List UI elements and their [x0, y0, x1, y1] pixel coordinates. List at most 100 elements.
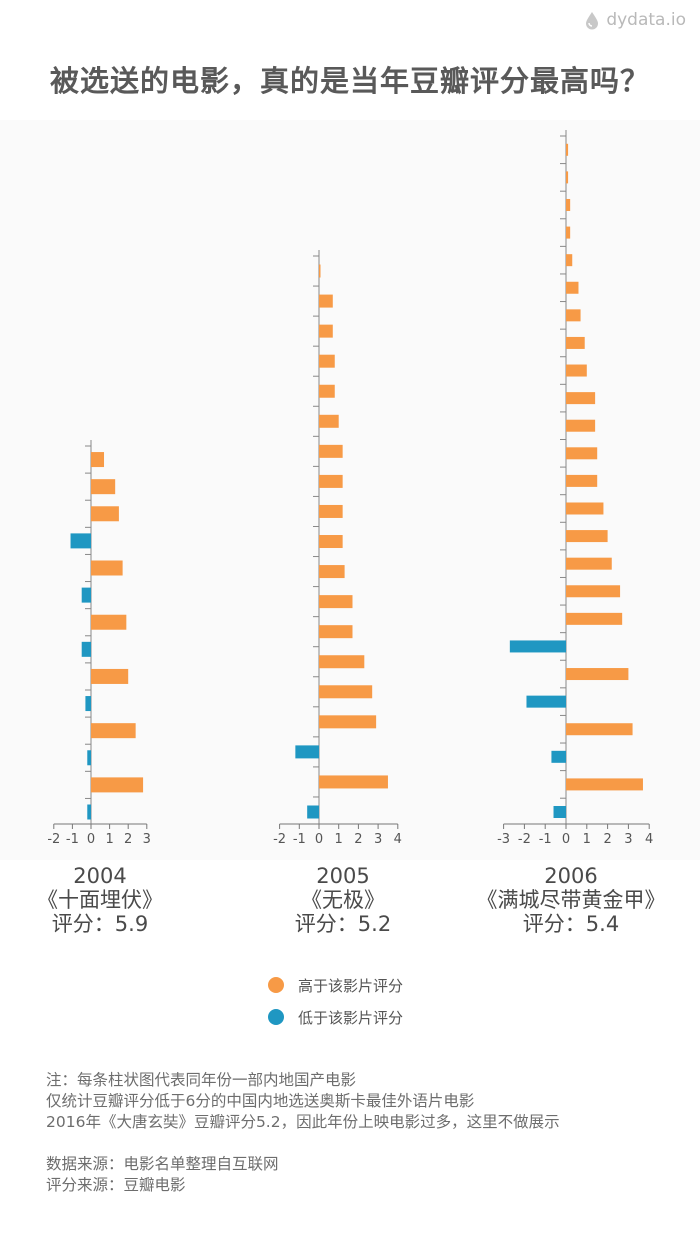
bar-above: [566, 336, 585, 349]
caption-score: 评分：5.2: [294, 912, 392, 936]
bar-above: [91, 506, 119, 522]
caption-film: 《十面埋伏》: [37, 888, 163, 912]
bar-above: [566, 281, 579, 294]
source-line: 评分来源：豆瓣电影: [46, 1176, 186, 1194]
bar-above: [566, 474, 598, 487]
chart-caption-2004: 2004 《十面埋伏》 评分：5.9: [0, 864, 200, 936]
caption-score: 评分：5.4: [522, 912, 620, 936]
bar-below: [307, 805, 319, 819]
bar-below: [509, 640, 566, 653]
bar-below: [295, 745, 319, 759]
caption-film: 《满城尽带黄金甲》: [476, 888, 666, 912]
note-line: 仅统计豆瓣评分低于6分的中国内地选送奥斯卡最佳外语片电影: [46, 1092, 475, 1110]
bar-above: [319, 384, 335, 398]
bar-above: [566, 668, 629, 681]
bar-above: [91, 723, 136, 739]
x-tick-label: 2: [603, 832, 611, 847]
x-tick-label: 4: [645, 832, 653, 847]
legend-swatch-below: [268, 1009, 284, 1025]
bar-below: [526, 695, 566, 708]
droplet-icon: [586, 12, 599, 30]
legend-label: 高于该影片评分: [298, 976, 404, 995]
x-tick-label: 1: [335, 832, 343, 847]
legend-label: 低于该影片评分: [298, 1008, 404, 1027]
bar-above: [319, 354, 335, 368]
chart-svg: -2 -1 0 1 2 3 -2 -1 0 1 2 3 4 -3 -2 -1 0 1 2 3 4: [47, 130, 653, 847]
bar-above: [566, 557, 612, 570]
bar-above: [91, 479, 116, 495]
x-tick-label: 3: [374, 832, 382, 847]
sources: 数据来源：电影名单整理自互联网 评分来源：豆瓣电影: [46, 1154, 279, 1196]
bar-above: [566, 364, 587, 377]
bar-above: [91, 452, 105, 468]
bar-above: [566, 585, 621, 598]
bar-below: [81, 587, 91, 603]
bar-above: [319, 324, 333, 338]
bar-above: [566, 309, 581, 322]
x-tick-label: 1: [583, 832, 591, 847]
bar-above: [566, 447, 598, 460]
caption-film: 《无极》: [301, 888, 385, 912]
legend-item-below: 低于该影片评分: [268, 1007, 403, 1027]
bar-above: [566, 530, 608, 543]
x-tick-label: 0: [315, 832, 323, 847]
bar-above: [566, 778, 643, 791]
bar-below: [551, 750, 566, 763]
bar-below: [87, 804, 91, 820]
x-tick-label: -2: [273, 832, 286, 847]
bar-above: [319, 715, 377, 729]
bar-above: [319, 264, 321, 278]
note-line: 注：每条柱状图代表同年份一部内地国产电影: [46, 1071, 357, 1089]
bar-above: [91, 560, 123, 576]
brand-logo: dydata.io: [582, 10, 686, 30]
x-tick-label: -1: [539, 832, 552, 847]
bar-above: [319, 474, 343, 488]
bar-below: [87, 750, 91, 766]
bar-above: [566, 171, 569, 184]
bar-above: [319, 504, 343, 518]
notes: 注：每条柱状图代表同年份一部内地国产电影 仅统计豆瓣评分低于6分的中国内地选送奥…: [46, 1070, 560, 1133]
bar-above: [566, 254, 573, 267]
legend-swatch-above: [268, 977, 284, 993]
x-tick-label: 0: [562, 832, 570, 847]
caption-year: 2004: [73, 864, 127, 888]
bar-below: [553, 806, 566, 818]
x-tick-label: 3: [143, 832, 151, 847]
bar-below: [81, 641, 91, 657]
bar-above: [319, 444, 343, 458]
bar-above: [319, 595, 353, 609]
bar-above: [566, 392, 596, 405]
legend-item-above: 高于该影片评分: [268, 975, 403, 995]
x-tick-label: -2: [518, 832, 531, 847]
bar-above: [566, 198, 571, 211]
bar-above: [566, 612, 623, 625]
caption-year: 2005: [316, 864, 370, 888]
brand-text: dydata.io: [606, 10, 686, 30]
bar-below: [70, 533, 91, 549]
bar-above: [319, 565, 345, 579]
bar-above: [566, 502, 604, 515]
bar-above: [566, 143, 569, 156]
note-line: 2016年《大唐玄奘》豆瓣评分5.2，因此年份上映电影过多，这里不做展示: [46, 1113, 560, 1131]
bar-above: [91, 614, 127, 630]
bar-above: [566, 419, 596, 432]
x-tick-label: -2: [47, 832, 60, 847]
caption-year: 2006: [544, 864, 598, 888]
x-tick-label: -1: [293, 832, 306, 847]
page-title: 被选送的电影，真的是当年豆瓣评分最高吗？: [49, 64, 650, 98]
x-tick-label: -1: [66, 832, 79, 847]
x-tick-label: 3: [624, 832, 632, 847]
legend: 高于该影片评分 低于该影片评分: [268, 975, 403, 1039]
bar-above: [566, 226, 571, 239]
caption-score: 评分：5.9: [51, 912, 149, 936]
chart-area: -2 -1 0 1 2 3 -2 -1 0 1 2 3 4 -3 -2 -1 0 1 2 3 4: [0, 120, 700, 860]
x-tick-label: -3: [497, 832, 510, 847]
chart-caption-2006: 2006 《满城尽带黄金甲》 评分：5.4: [466, 864, 676, 936]
x-tick-label: 1: [105, 832, 113, 847]
bar-above: [319, 775, 388, 789]
x-tick-label: 2: [354, 832, 362, 847]
bar-above: [566, 723, 633, 736]
bar-above: [319, 625, 353, 639]
bar-below: [85, 696, 91, 712]
bar-above: [319, 535, 343, 549]
